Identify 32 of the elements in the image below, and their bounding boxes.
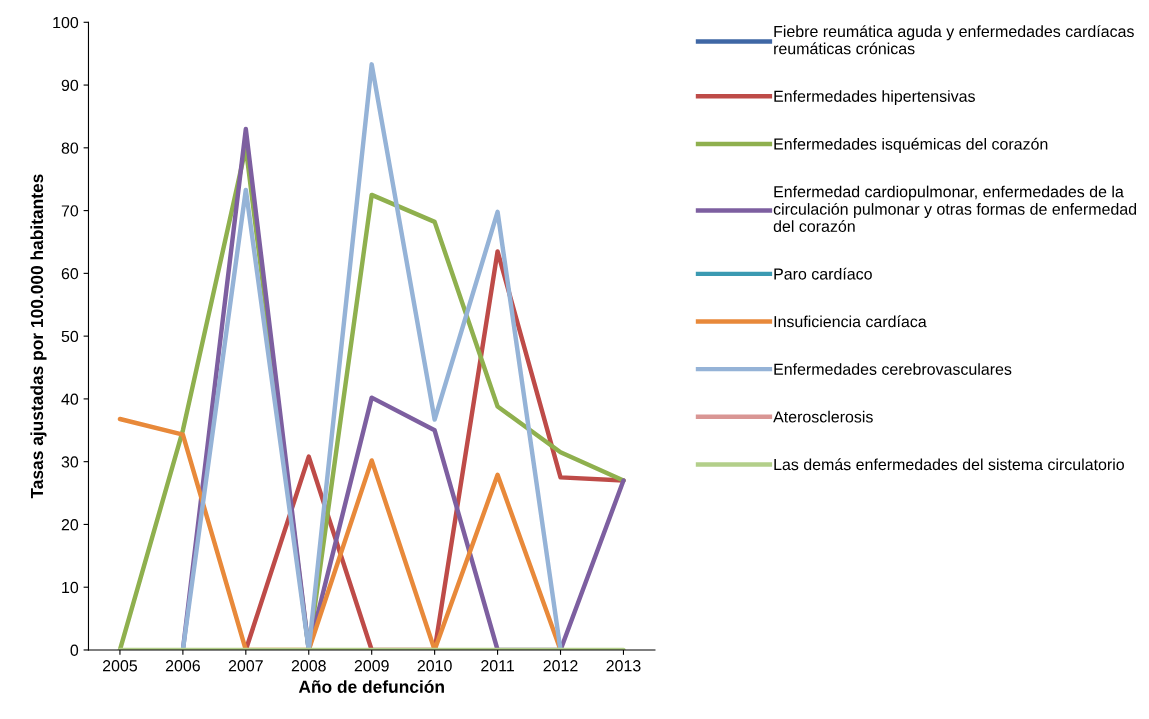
legend-label: Enfermedades hipertensivas bbox=[774, 90, 975, 106]
legend-label: Paro cardíaco bbox=[774, 267, 872, 280]
line-series bbox=[180, 62, 563, 650]
y-tick-label: 0 bbox=[70, 644, 79, 656]
x-axis-title: Año de defunción bbox=[298, 679, 444, 693]
y-tick-label: 80 bbox=[61, 142, 79, 154]
x-tick-label: 2013 bbox=[606, 660, 641, 672]
y-axis-title: Tasas ajustadas por 100.000 habitantes bbox=[30, 174, 47, 499]
y-tick-label: 10 bbox=[62, 581, 79, 594]
legend-label: Enfermedades cerebrovasculares bbox=[774, 363, 1012, 375]
x-tick-label: 2005 bbox=[102, 660, 138, 672]
y-tick-label: 40 bbox=[61, 393, 79, 405]
y-tick-label: 60 bbox=[61, 268, 79, 280]
legend-label: Enfermedades isquémicas del corazón bbox=[774, 137, 1048, 153]
x-tick-label: 2008 bbox=[291, 660, 326, 672]
y-tick-label: 70 bbox=[61, 205, 79, 217]
x-tick-label: 2010 bbox=[417, 660, 452, 672]
legend-label: Aterosclerosis bbox=[773, 410, 873, 423]
y-tick-label: 100 bbox=[53, 16, 79, 29]
y-tick-label: 20 bbox=[61, 519, 79, 531]
legend-label: Las demás enfermedades del sistema circulatorio bbox=[774, 458, 1124, 471]
legend-label: Insuficiencia cardíaca bbox=[774, 315, 927, 328]
x-tick-label: 2012 bbox=[543, 660, 578, 672]
legend-label: Fiebre reumática aguda y enfermedades cardíacas reumáticas crónicas bbox=[774, 25, 1134, 55]
x-tick-label: 2007 bbox=[228, 660, 263, 672]
x-tick-label: 2006 bbox=[165, 660, 200, 672]
y-tick-label: 30 bbox=[61, 456, 79, 468]
legend-label: Enfermedad cardiopulmonar, enfermedades de la circulación pulmonar y otras formas de enfermedad del corazón bbox=[773, 185, 1137, 232]
x-tick-label: 2011 bbox=[481, 660, 514, 672]
x-tick-label: 2009 bbox=[354, 660, 389, 672]
y-tick-label: 90 bbox=[61, 79, 79, 91]
y-tick-label: 50 bbox=[61, 330, 79, 343]
